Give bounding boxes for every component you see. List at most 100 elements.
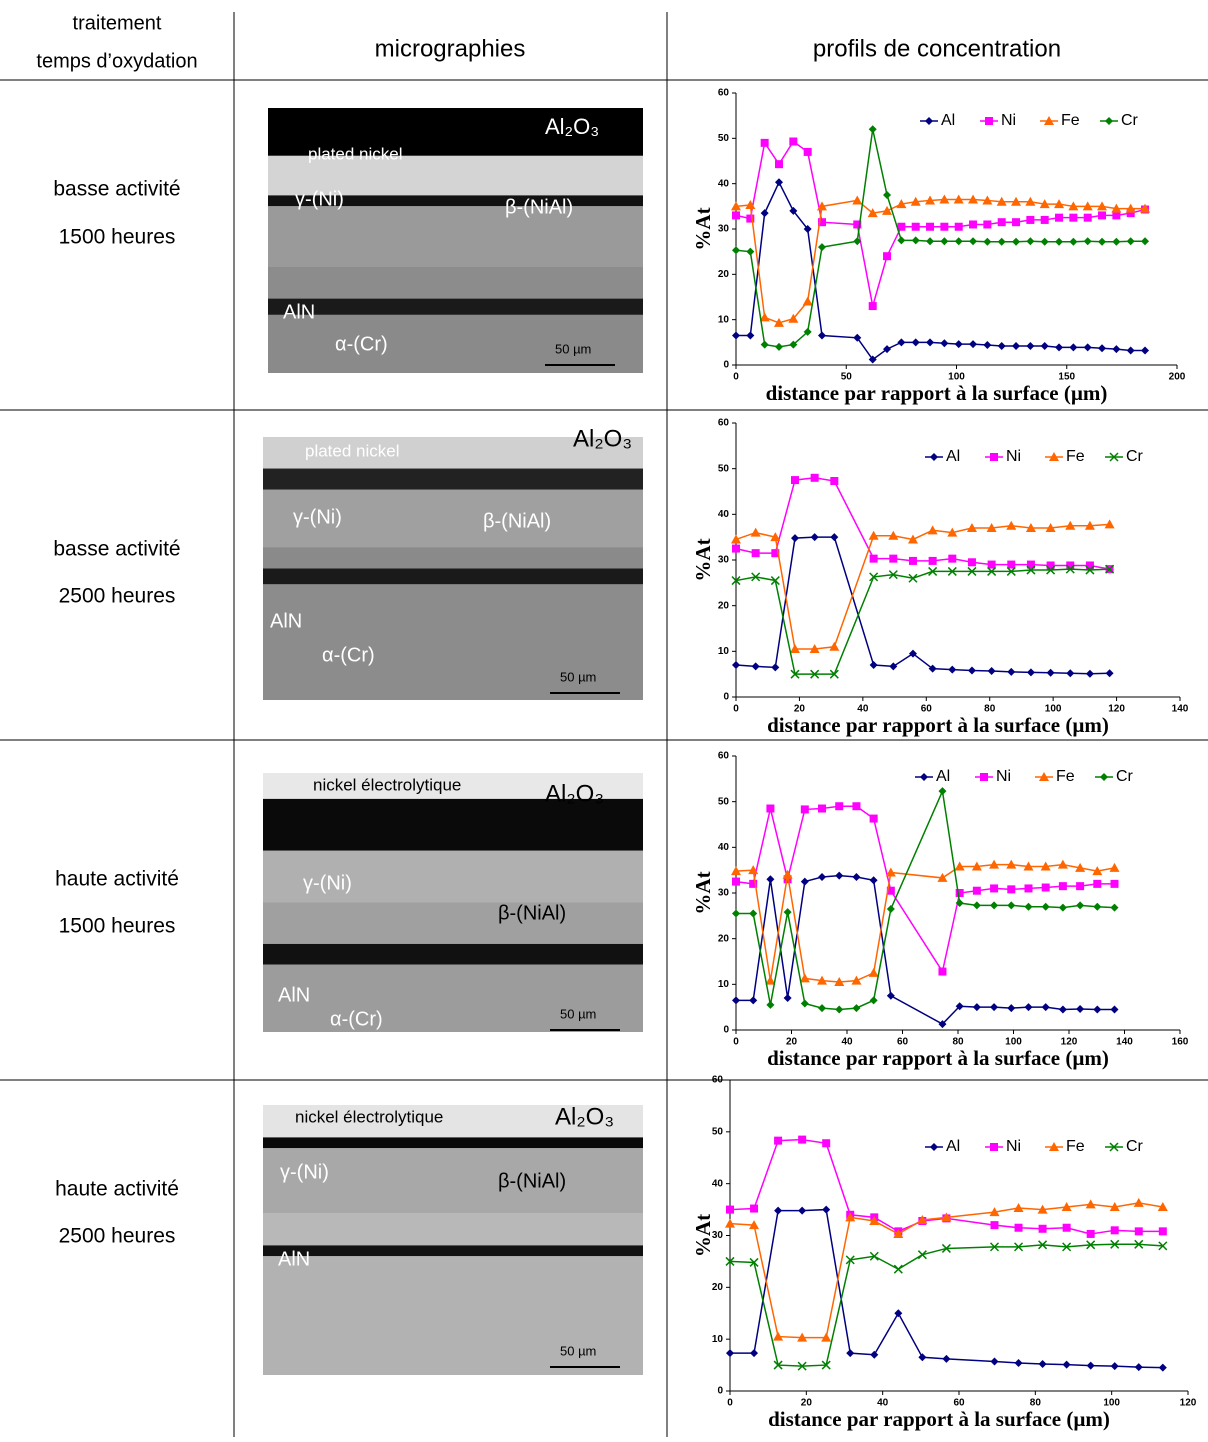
marker [989,1242,1000,1252]
marker [868,355,877,364]
marker [985,117,993,125]
marker [1110,1226,1119,1235]
micrograph-layer [263,964,643,1032]
micrograph-label: plated nickel [308,144,403,163]
micrograph-label: nickel électrolytique [313,775,461,794]
y-axis-title: %At [691,871,715,914]
marker [1134,1239,1144,1249]
marker [1085,561,1094,570]
marker [911,338,920,347]
marker [790,669,800,679]
marker [1006,859,1017,869]
y-tick-label: 50 [718,463,730,474]
micrograph-label: 50 µm [560,1343,596,1358]
marker [869,572,879,582]
marker [732,877,740,886]
marker [870,1350,879,1359]
marker [910,196,921,206]
micrograph-layer [263,1256,643,1375]
micrograph-label: Al₂O₃ [573,425,632,452]
marker [996,196,1007,206]
marker [771,663,780,672]
marker [1062,1242,1072,1252]
marker [1045,523,1056,533]
marker [953,194,964,204]
micrograph-label: γ-(Ni) [280,1161,329,1183]
marker [968,194,979,204]
marker [798,1135,807,1144]
marker [731,576,741,586]
marker [816,201,827,211]
marker [1086,1361,1095,1370]
marker [799,973,810,983]
x-tick-label: 0 [733,704,739,715]
marker [888,570,898,580]
legend-label: Cr [1121,112,1139,129]
marker [990,453,998,461]
y-tick-label: 0 [723,1025,729,1036]
micrograph-layer [268,195,643,207]
legend-label: Cr [1126,1138,1144,1155]
micrograph-layer [263,547,643,569]
y-tick-label: 60 [718,751,730,762]
x-tick-label: 120 [1180,1398,1197,1409]
marker [925,195,936,205]
marker [818,873,827,882]
marker [982,195,993,205]
marker [748,865,759,875]
marker [1054,199,1065,209]
legend-label: Fe [1066,448,1085,465]
marker [937,872,948,882]
marker [770,532,781,542]
x-tick-label: 80 [1030,1398,1042,1409]
micrograph-label: AlN [278,984,310,1006]
marker [774,160,783,169]
y-tick-label: 10 [718,979,730,990]
marker [889,662,898,671]
marker [868,302,877,311]
marker [947,527,958,537]
series-line [735,198,1146,324]
series-line [735,568,1110,675]
marker [990,1357,999,1366]
marker [770,576,780,586]
marker [1012,218,1021,227]
marker [766,804,775,813]
micrograph-layer [263,568,643,585]
marker [783,994,792,1003]
marker [750,1349,759,1358]
marker [894,1309,903,1318]
marker [889,554,898,563]
marker [732,246,740,255]
marker [789,137,798,146]
marker [835,1005,844,1014]
marker [925,117,933,125]
marker [1105,564,1115,574]
micrograph-label: α-(Cr) [322,644,375,666]
marker [800,999,809,1008]
marker [955,1002,964,1011]
marker [1006,520,1017,530]
marker [835,802,844,811]
marker [1055,237,1064,246]
x-tick-label: 20 [794,704,806,715]
marker [1076,901,1085,910]
marker [746,247,755,256]
marker [760,340,769,349]
marker [938,787,947,796]
marker [1133,1197,1144,1207]
marker [1024,1003,1033,1012]
marker [947,566,957,576]
marker [907,534,918,544]
marker [883,252,892,261]
marker [1110,903,1119,912]
header-text: profils de concentration [813,35,1061,62]
marker [886,991,895,1000]
marker [1055,343,1064,352]
x-tick-label: 100 [1103,1398,1120,1409]
marker [869,554,878,563]
x-tick-label: 0 [733,1037,739,1048]
y-tick-label: 40 [718,178,730,189]
marker [1040,215,1049,224]
marker [789,644,800,654]
